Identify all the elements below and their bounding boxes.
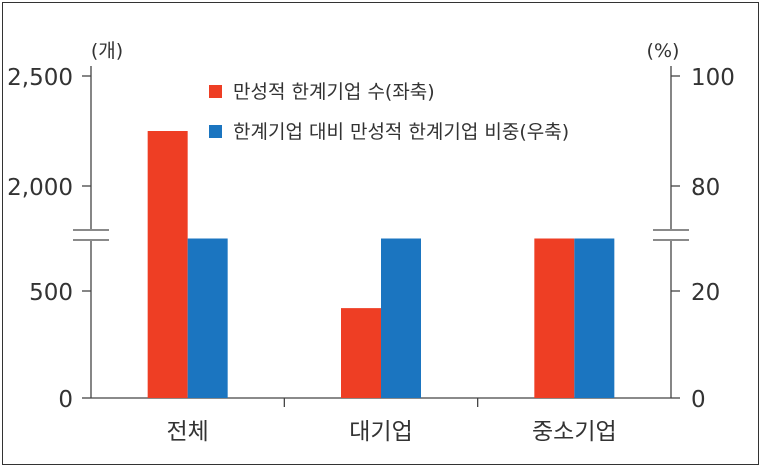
left-tick-label: 0 xyxy=(58,387,73,413)
category-label: 대기업 xyxy=(349,419,412,445)
legend-label-count: 만성적 한계기업 수(좌축) xyxy=(233,81,435,103)
left-tick-label: 500 xyxy=(29,280,73,306)
chart-frame: (개) (%) 0 0 500 20 2,000 80 2,500 100 전체 대기업 중소기업 … xyxy=(2,2,759,465)
bar-share xyxy=(574,238,615,398)
left-axis-break xyxy=(73,229,109,241)
right-axis-break xyxy=(653,229,689,241)
category-label: 전체 xyxy=(167,419,209,445)
right-tick-label: 20 xyxy=(691,280,720,306)
legend: 만성적 한계기업 수(좌축) 한계기업 대비 만성적 한계기업 비중(우축) xyxy=(209,81,569,143)
legend-swatch-count xyxy=(209,85,222,98)
bars xyxy=(147,131,615,398)
legend-label-share: 한계기업 대비 만성적 한계기업 비중(우축) xyxy=(233,121,569,143)
axis-break-gap xyxy=(653,229,689,241)
bar-count xyxy=(341,308,381,398)
right-axis-unit: (%) xyxy=(647,40,680,62)
bar-count xyxy=(534,238,575,398)
category-label: 중소기업 xyxy=(532,419,617,445)
right-tick-label: 100 xyxy=(691,65,735,91)
left-axis-unit: (개) xyxy=(91,40,123,62)
left-tick-label: 2,000 xyxy=(7,175,73,201)
bar-count xyxy=(147,131,188,398)
right-tick-label: 0 xyxy=(691,387,706,413)
right-tick-label: 80 xyxy=(691,175,720,201)
left-tick-label: 2,500 xyxy=(7,65,73,91)
axis-break-gap xyxy=(73,229,109,241)
legend-swatch-share xyxy=(209,125,222,138)
bar-share xyxy=(381,238,421,398)
tick-labels: (개) (%) 0 0 500 20 2,000 80 2,500 100 전체 대기업 중소기업 xyxy=(7,40,735,445)
bar-share xyxy=(187,238,228,398)
